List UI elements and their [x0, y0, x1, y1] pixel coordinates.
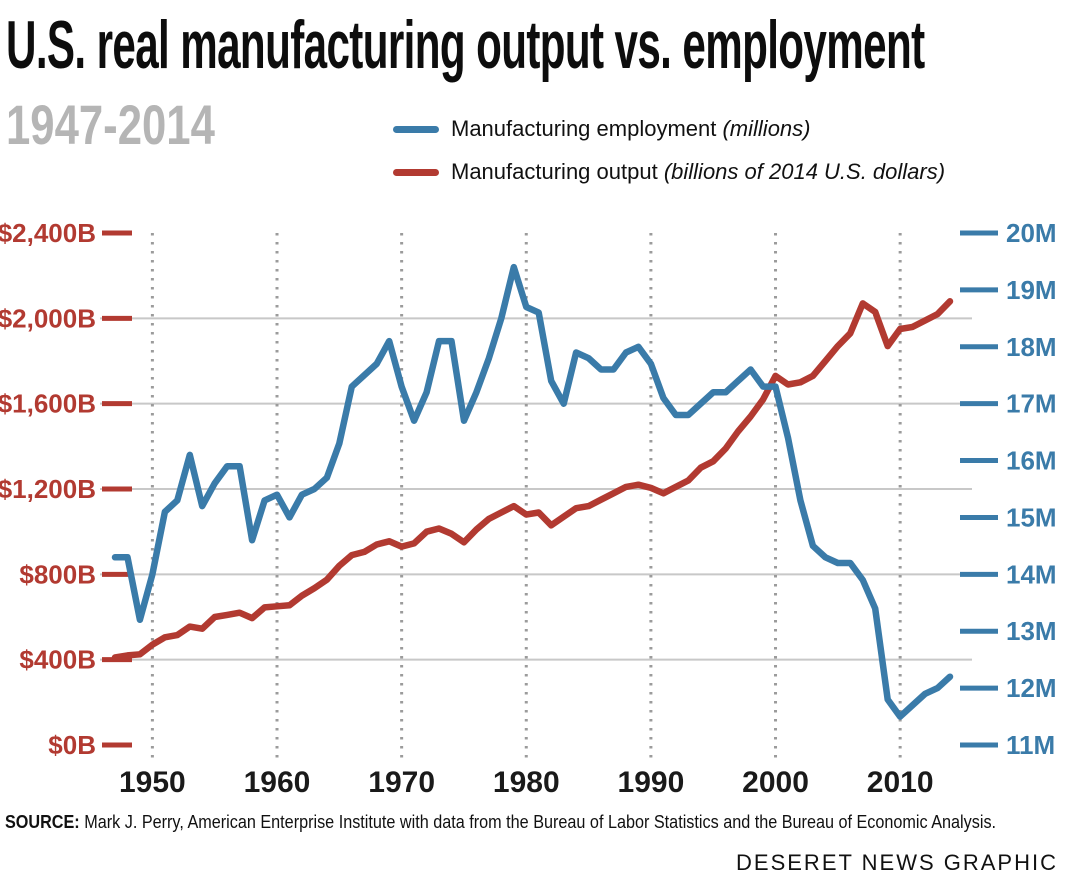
legend-note-employment: (millions)	[722, 116, 811, 141]
right-axis-label: 15M	[1006, 502, 1057, 532]
output-line	[111, 298, 954, 661]
credit-line: DESERET NEWS GRAPHIC	[736, 850, 1058, 875]
legend-item-employment: Manufacturing employment (millions)	[393, 114, 945, 144]
x-axis-label: 2010	[867, 766, 934, 799]
left-axis-label: $0B	[48, 730, 96, 760]
left-axis-label: $2,000B	[0, 303, 96, 333]
chart-subtitle: 1947-2014	[6, 93, 215, 156]
left-axis-label: $400B	[19, 645, 96, 675]
right-axis-label: 16M	[1006, 446, 1057, 476]
right-axis-label: 20M	[1006, 218, 1057, 248]
x-axis-label: 1980	[493, 766, 560, 799]
legend-item-output: Manufacturing output (billions of 2014 U…	[393, 157, 945, 187]
right-axis-label: 12M	[1006, 673, 1057, 703]
legend: Manufacturing employment (millions) Manu…	[393, 114, 945, 200]
legend-label-output: Manufacturing output	[451, 159, 658, 184]
left-axis-label: $2,400B	[0, 218, 96, 248]
right-axis-label: 14M	[1006, 559, 1057, 589]
x-axis-label: 1950	[119, 766, 186, 799]
right-axis-label: 11M	[1006, 730, 1055, 760]
left-axis-label: $1,200B	[0, 474, 96, 504]
source-label: SOURCE:	[5, 812, 80, 832]
left-axis: $2,400B $2,000B $1,600B $1,200B $800B $400B $0…	[0, 218, 132, 760]
legend-label-employment: Manufacturing employment	[451, 116, 717, 141]
source-text: Mark J. Perry, American Enterprise Insti…	[84, 812, 997, 832]
source-line: SOURCE: Mark J. Perry, American Enterpri…	[5, 812, 996, 833]
right-axis-label: 17M	[1006, 389, 1057, 419]
left-axis-label: $800B	[19, 559, 96, 589]
left-axis-label: $1,600B	[0, 389, 96, 419]
chart-title: U.S. real manufacturing output vs. emplo…	[6, 7, 925, 83]
right-axis-label: 18M	[1006, 332, 1057, 362]
right-axis: 20M 19M 18M 17M 16M 15M 14M 13M 12M 11M	[960, 218, 1057, 760]
x-axis-label: 1960	[244, 766, 311, 799]
legend-text-output: Manufacturing output (billions of 2014 U…	[451, 159, 945, 185]
right-axis-label: 13M	[1006, 616, 1057, 646]
employment-line	[111, 263, 954, 720]
horizontal-gridlines	[100, 317, 972, 661]
x-axis: 1950 1960 1970 1980 1990 2000 2010	[119, 766, 934, 799]
employment-line-swatch	[393, 125, 439, 133]
right-axis-label: 19M	[1006, 275, 1057, 305]
legend-note-output: (billions of 2014 U.S. dollars)	[663, 159, 946, 184]
x-axis-label: 1990	[618, 766, 685, 799]
x-axis-label: 1970	[368, 766, 435, 799]
vertical-gridlines	[150, 233, 902, 760]
x-axis-label: 2000	[742, 766, 809, 799]
legend-text-employment: Manufacturing employment (millions)	[451, 116, 810, 142]
output-line-swatch	[393, 168, 439, 176]
